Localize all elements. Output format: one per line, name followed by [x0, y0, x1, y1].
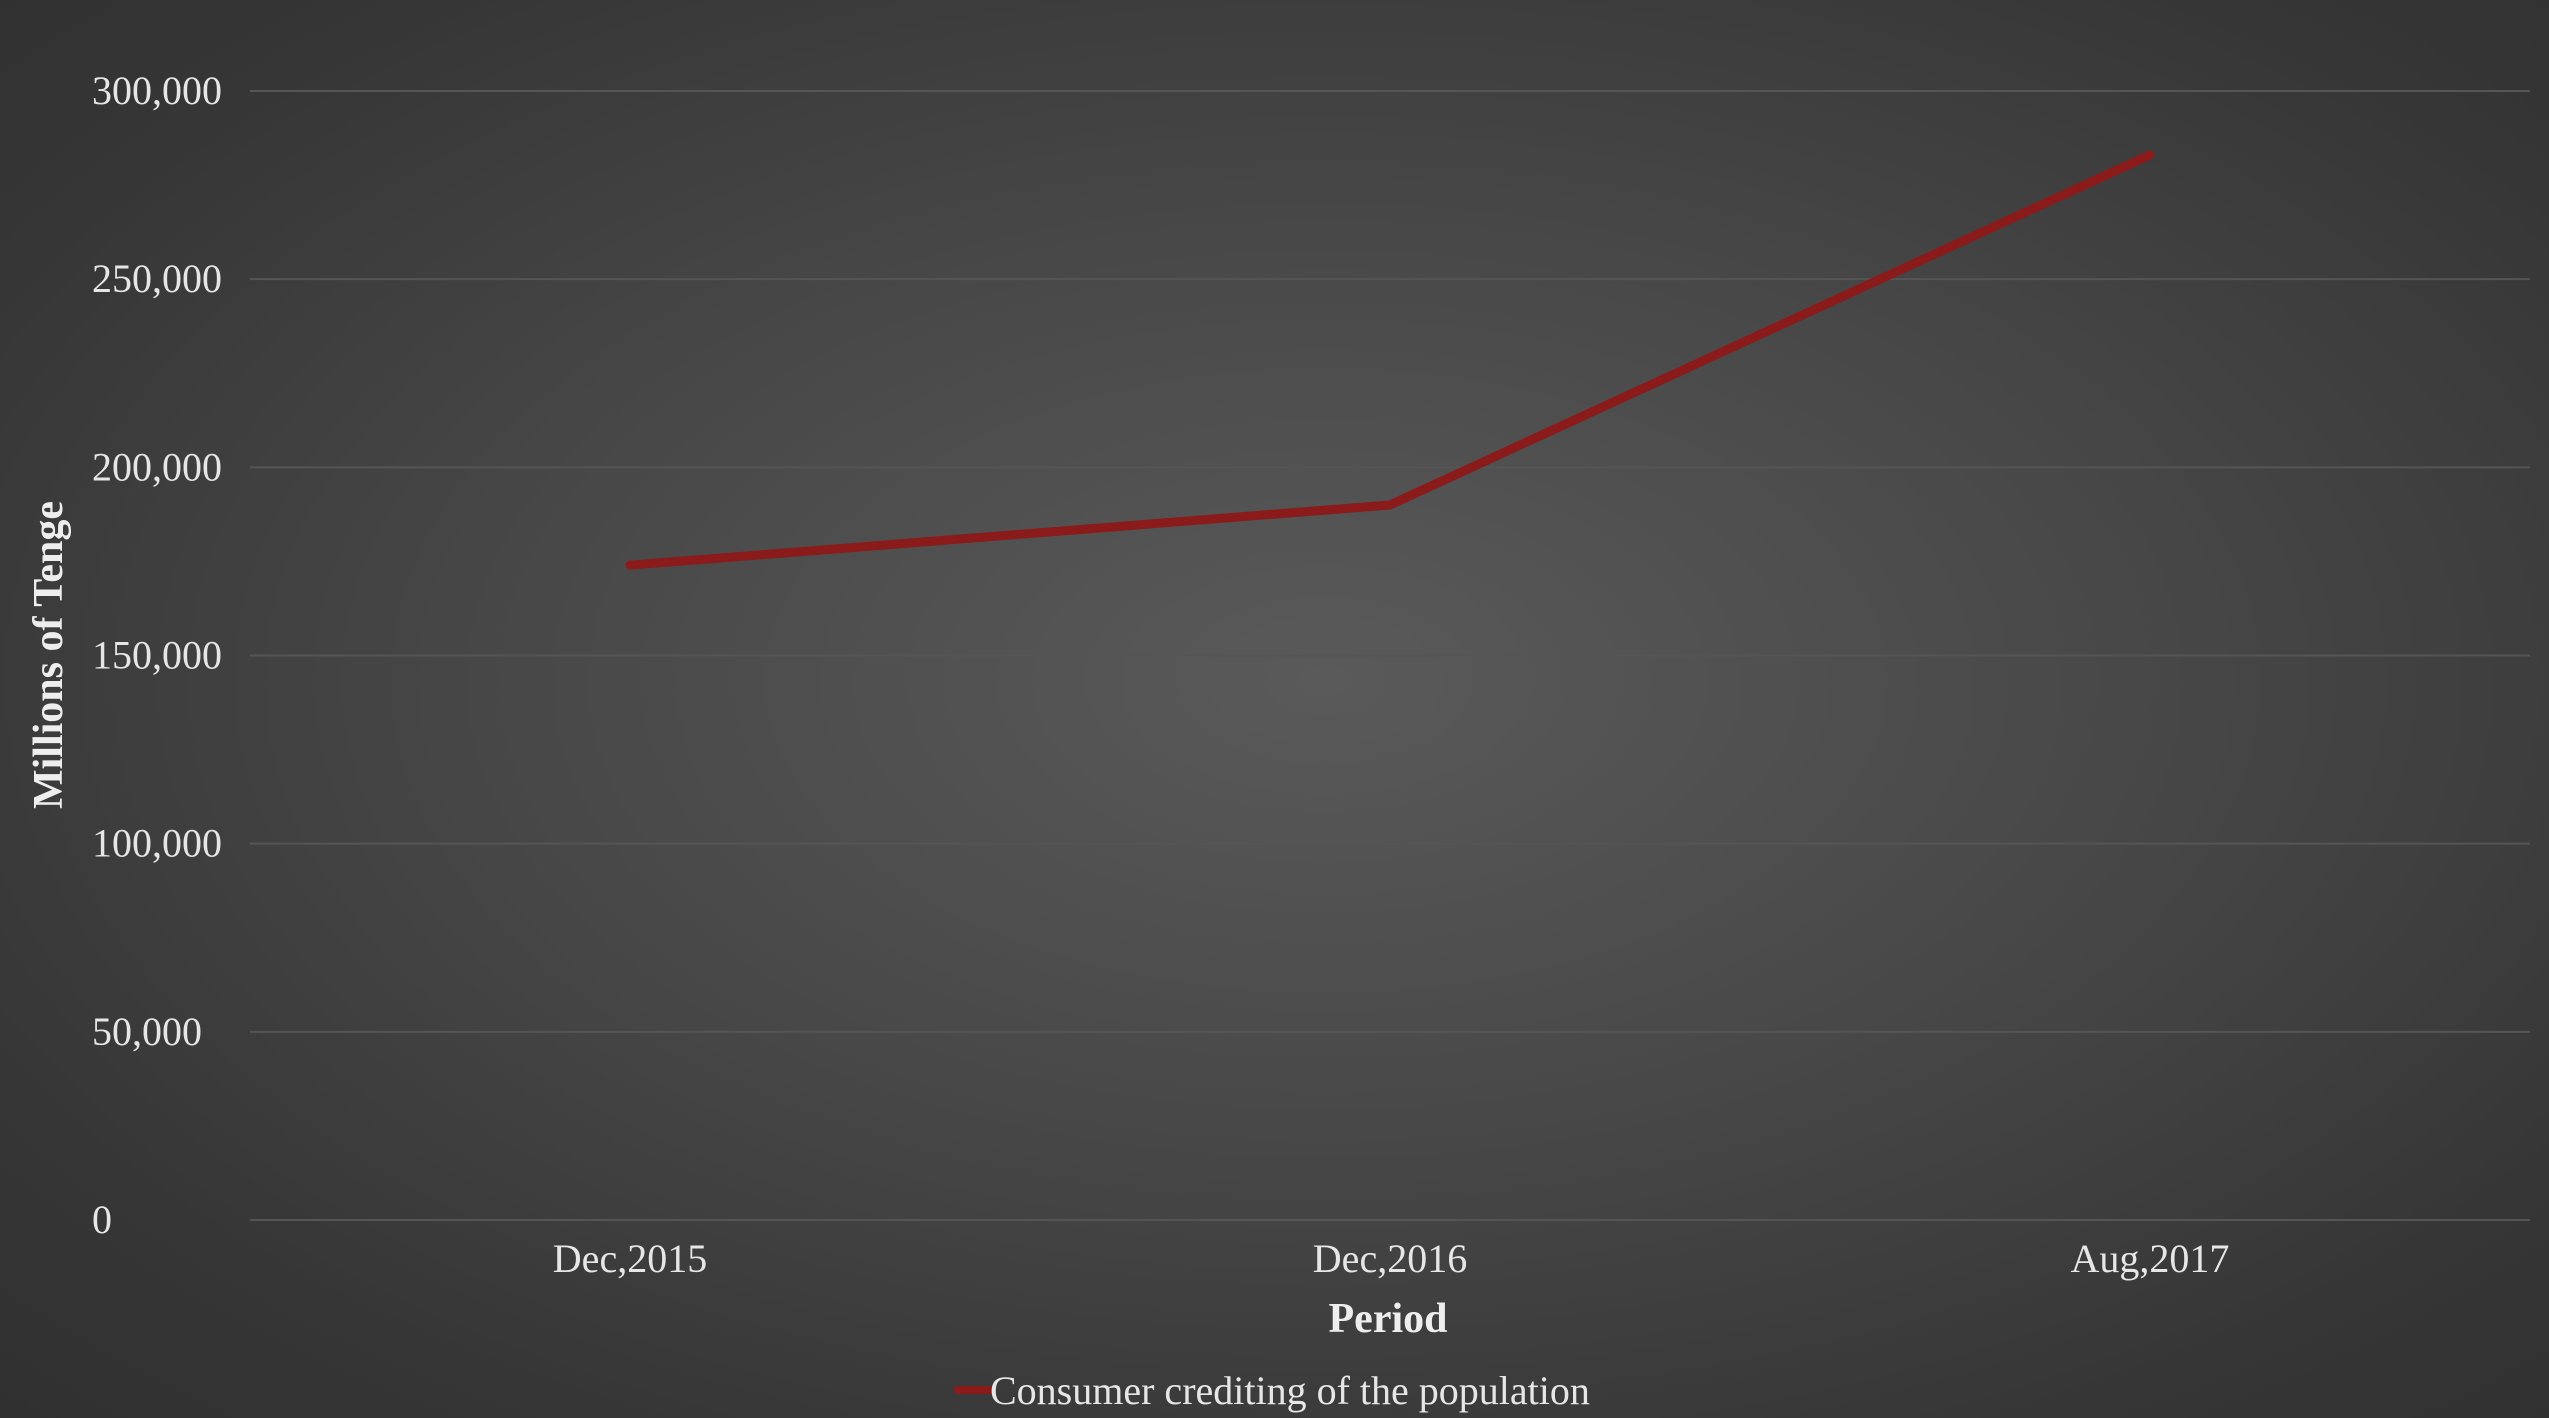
x-tick-label: Aug,2017 — [2071, 1236, 2230, 1281]
legend: Consumer crediting of the population — [954, 1368, 1590, 1413]
y-tick-label: 150,000 — [92, 633, 222, 678]
y-axis-ticks: 0 50,000 100,000 150,000 200,000 250,000 300,0… — [92, 68, 222, 1242]
grid-lines — [250, 90, 2530, 1221]
y-tick-label: 250,000 — [92, 256, 222, 301]
y-tick-label: 50,000 — [92, 1009, 202, 1054]
y-tick-label: 100,000 — [92, 821, 222, 866]
y-tick-label: 200,000 — [92, 444, 222, 489]
x-tick-label: Dec,2015 — [553, 1236, 707, 1281]
x-axis-title: Period — [1329, 1296, 1448, 1342]
series-lines — [625, 150, 2155, 570]
y-axis-title: Millions of Tenge — [26, 501, 72, 809]
y-tick-label: 0 — [92, 1197, 112, 1242]
x-axis-ticks: Dec,2015 Dec,2016 Aug,2017 — [553, 1236, 2230, 1281]
y-tick-label: 300,000 — [92, 68, 222, 113]
x-tick-label: Dec,2016 — [1313, 1236, 1467, 1281]
legend-label: Consumer crediting of the population — [990, 1368, 1590, 1413]
series-line — [625, 150, 2155, 570]
